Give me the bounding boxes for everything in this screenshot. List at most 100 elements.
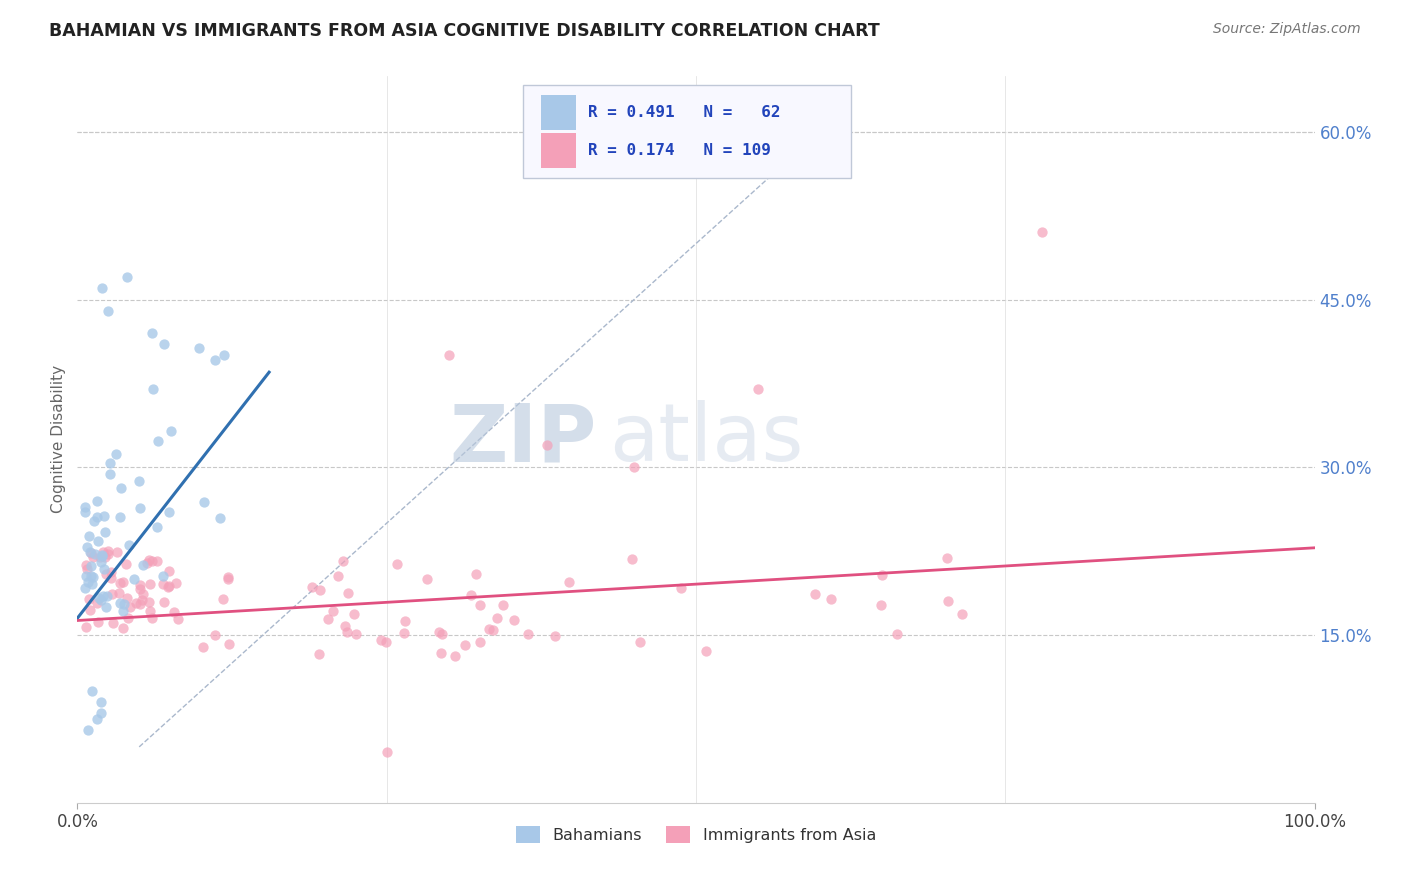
- Point: [100, 587, 122, 601]
- Point: [337, 585, 360, 599]
- Point: [212, 592, 235, 607]
- Point: [91, 590, 114, 604]
- Point: [669, 581, 692, 595]
- Point: [89, 591, 111, 605]
- Point: [141, 553, 163, 567]
- Point: [100, 571, 122, 585]
- Point: [100, 456, 122, 470]
- Point: [869, 598, 891, 612]
- Point: [415, 572, 437, 586]
- Point: [159, 579, 181, 593]
- Point: [75, 620, 97, 634]
- Point: [465, 567, 488, 582]
- Point: [77, 723, 100, 737]
- Point: [97, 544, 120, 558]
- Point: [621, 552, 644, 566]
- Point: [80, 684, 103, 698]
- Point: [335, 619, 357, 633]
- Point: [950, 607, 973, 622]
- Point: [468, 598, 491, 612]
- Point: [212, 348, 235, 362]
- Point: [375, 746, 398, 760]
- Point: [93, 508, 115, 523]
- Text: BAHAMIAN VS IMMIGRANTS FROM ASIA COGNITIVE DISABILITY CORRELATION CHART: BAHAMIAN VS IMMIGRANTS FROM ASIA COGNITI…: [49, 22, 880, 40]
- Point: [162, 605, 184, 619]
- Point: [482, 623, 505, 637]
- Point: [460, 588, 482, 602]
- Point: [936, 551, 959, 566]
- Point: [193, 640, 215, 654]
- Point: [623, 460, 645, 475]
- Point: [94, 550, 117, 565]
- Point: [204, 352, 226, 367]
- Point: [152, 577, 174, 591]
- Point: [90, 555, 112, 569]
- Point: [91, 545, 114, 559]
- Point: [112, 597, 135, 611]
- Point: [86, 494, 108, 508]
- Point: [1031, 226, 1053, 240]
- Point: [91, 549, 114, 563]
- Point: [478, 622, 501, 636]
- Point: [157, 505, 180, 519]
- Point: [114, 557, 136, 571]
- Point: [79, 545, 101, 559]
- Point: [129, 597, 152, 611]
- Point: [131, 593, 153, 607]
- Point: [118, 538, 141, 552]
- Point: [146, 554, 169, 568]
- Bar: [541, 133, 576, 169]
- Point: [128, 474, 150, 488]
- Point: [344, 626, 367, 640]
- Point: [188, 341, 211, 355]
- Point: [86, 509, 108, 524]
- Point: [153, 595, 176, 609]
- Point: [117, 611, 139, 625]
- Point: [87, 615, 110, 629]
- Point: [87, 534, 110, 549]
- Point: [394, 615, 416, 629]
- Point: [135, 556, 157, 570]
- Point: [91, 281, 114, 295]
- Point: [536, 438, 558, 452]
- Point: [322, 604, 344, 618]
- Point: [167, 612, 190, 626]
- Point: [217, 572, 239, 586]
- Point: [112, 621, 135, 635]
- Point: [105, 544, 128, 558]
- Point: [132, 558, 155, 573]
- Point: [152, 568, 174, 582]
- Point: [101, 616, 124, 631]
- Point: [139, 604, 162, 618]
- Point: [108, 596, 131, 610]
- Point: [208, 511, 231, 525]
- Point: [75, 500, 97, 514]
- Point: [125, 596, 148, 610]
- Point: [80, 546, 103, 560]
- Point: [96, 567, 118, 582]
- Point: [747, 382, 769, 396]
- Point: [83, 547, 105, 561]
- Point: [115, 270, 138, 285]
- Point: [138, 595, 160, 609]
- Point: [695, 644, 717, 658]
- Point: [80, 558, 103, 573]
- Point: [82, 550, 104, 565]
- Point: [557, 575, 579, 590]
- Point: [328, 568, 350, 582]
- Point: [100, 565, 122, 579]
- Point: [387, 557, 409, 571]
- Point: [628, 635, 651, 649]
- Point: [129, 578, 152, 592]
- Point: [370, 632, 392, 647]
- Point: [217, 569, 239, 583]
- Point: [503, 613, 526, 627]
- Point: [128, 582, 150, 596]
- Point: [544, 629, 567, 643]
- Point: [804, 586, 827, 600]
- Point: [73, 581, 96, 595]
- Point: [336, 625, 359, 640]
- Point: [454, 638, 477, 652]
- Point: [111, 575, 134, 590]
- Point: [93, 562, 115, 576]
